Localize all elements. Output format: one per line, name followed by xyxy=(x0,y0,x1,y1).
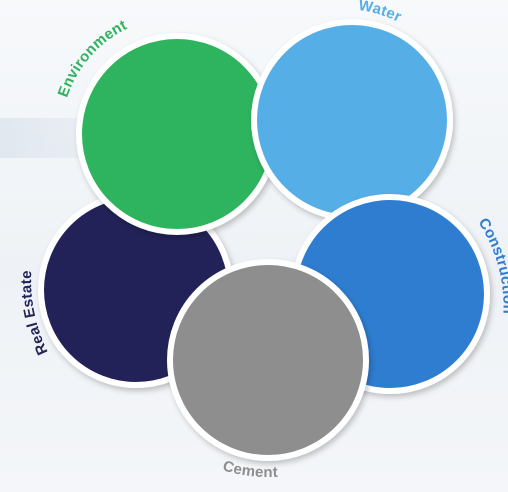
segment-environment-circle xyxy=(76,33,278,235)
segment-water-circle xyxy=(251,19,453,221)
segment-environment xyxy=(76,33,278,235)
segment-water xyxy=(251,19,453,221)
segment-cement xyxy=(167,259,369,461)
segment-cement-circle xyxy=(167,259,369,461)
label-cement-text: Cement xyxy=(221,458,278,482)
label-cement: Cement xyxy=(221,458,278,482)
